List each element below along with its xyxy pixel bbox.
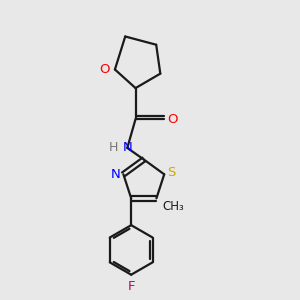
Text: O: O [99, 63, 110, 76]
Text: F: F [128, 280, 135, 293]
Text: N: N [110, 168, 120, 181]
Text: N: N [122, 141, 132, 154]
Text: S: S [167, 166, 176, 179]
Text: CH₃: CH₃ [163, 200, 184, 213]
Text: O: O [167, 112, 178, 125]
Text: H: H [109, 141, 118, 154]
